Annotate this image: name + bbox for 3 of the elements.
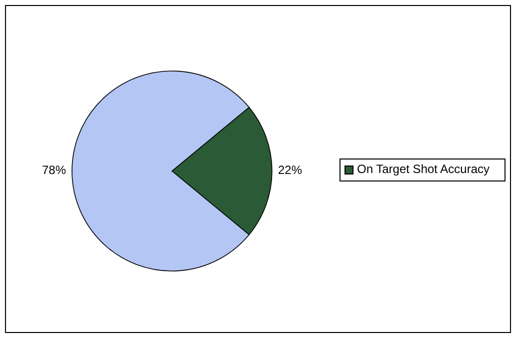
legend-label: On Target Shot Accuracy <box>357 162 490 176</box>
data-label: 22% <box>278 163 302 178</box>
data-label: 78% <box>42 163 66 178</box>
